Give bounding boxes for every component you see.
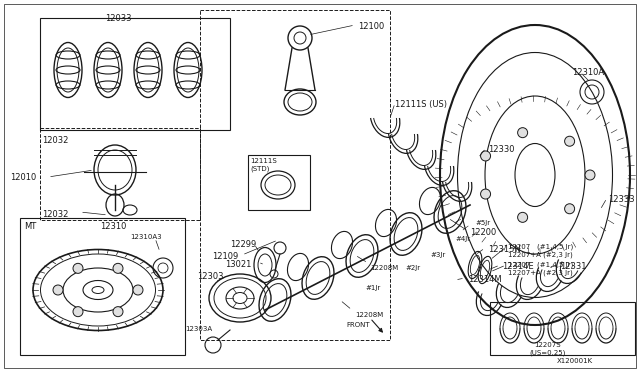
Circle shape xyxy=(564,136,575,146)
Text: 12111S (US): 12111S (US) xyxy=(395,100,447,109)
Text: MT: MT xyxy=(24,222,36,231)
Circle shape xyxy=(73,263,83,273)
Text: 12032: 12032 xyxy=(42,210,68,219)
Text: 12310: 12310 xyxy=(100,222,126,231)
Text: 12200: 12200 xyxy=(470,228,496,237)
Text: FRONT: FRONT xyxy=(346,322,370,328)
Text: 12207+A (#2,3 Jr): 12207+A (#2,3 Jr) xyxy=(508,270,573,276)
Text: 12208M: 12208M xyxy=(370,265,398,271)
Text: 12303A: 12303A xyxy=(185,326,212,332)
Text: 12303: 12303 xyxy=(197,272,223,281)
Circle shape xyxy=(564,204,575,214)
Text: #5Jr: #5Jr xyxy=(475,220,490,226)
Text: 12207   (#1,4,5 Jr): 12207 (#1,4,5 Jr) xyxy=(508,262,573,269)
Circle shape xyxy=(73,307,83,317)
Text: 12208M: 12208M xyxy=(355,312,383,318)
Circle shape xyxy=(133,285,143,295)
Text: 12314M: 12314M xyxy=(468,275,502,284)
Text: #2Jr: #2Jr xyxy=(405,265,420,271)
Text: 12299: 12299 xyxy=(230,240,256,249)
Text: #1Jr: #1Jr xyxy=(365,285,380,291)
Text: X120001K: X120001K xyxy=(557,358,593,364)
Text: 12033: 12033 xyxy=(105,14,131,23)
Text: 12310A: 12310A xyxy=(572,68,604,77)
Text: 12010: 12010 xyxy=(10,173,36,182)
Circle shape xyxy=(113,307,123,317)
Text: 12207+A (#2,3 Jr): 12207+A (#2,3 Jr) xyxy=(508,252,573,259)
Text: 12109: 12109 xyxy=(212,252,238,261)
Bar xyxy=(248,155,310,210)
Text: 12100: 12100 xyxy=(358,22,384,31)
Text: 12314E: 12314E xyxy=(502,262,534,271)
Bar xyxy=(40,128,200,220)
Circle shape xyxy=(481,189,491,199)
Circle shape xyxy=(518,212,527,222)
Circle shape xyxy=(518,128,527,138)
Text: #4Jr: #4Jr xyxy=(455,236,470,242)
Text: 12333: 12333 xyxy=(608,195,635,204)
Text: 12111S
(STD): 12111S (STD) xyxy=(250,158,276,171)
Circle shape xyxy=(585,170,595,180)
Bar xyxy=(490,302,635,355)
Text: 12207   (#1,4,5 Jr): 12207 (#1,4,5 Jr) xyxy=(508,244,573,250)
Text: 12330: 12330 xyxy=(488,145,515,154)
Text: 12032: 12032 xyxy=(42,136,68,145)
Circle shape xyxy=(113,263,123,273)
Circle shape xyxy=(53,285,63,295)
Text: 12310A3: 12310A3 xyxy=(130,234,162,240)
Text: 12207S
(US=0.25): 12207S (US=0.25) xyxy=(530,342,566,356)
Text: #3Jr: #3Jr xyxy=(430,252,445,258)
Text: 13021: 13021 xyxy=(225,260,252,269)
Text: 12331: 12331 xyxy=(560,262,586,271)
Bar xyxy=(40,18,230,130)
Bar xyxy=(20,218,185,355)
Circle shape xyxy=(481,151,491,161)
Text: 12315N: 12315N xyxy=(488,245,521,254)
